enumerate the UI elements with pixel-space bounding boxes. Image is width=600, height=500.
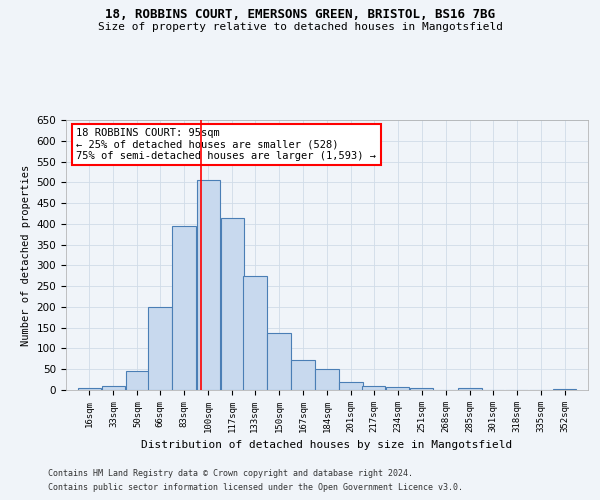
Bar bbox=[267, 333, 290, 390]
Text: 18, ROBBINS COURT, EMERSONS GREEN, BRISTOL, BS16 7BG: 18, ROBBINS COURT, EMERSONS GREEN, BRIST… bbox=[105, 8, 495, 20]
Bar bbox=[458, 388, 482, 390]
Bar bbox=[386, 386, 409, 390]
Text: Contains HM Land Registry data © Crown copyright and database right 2024.: Contains HM Land Registry data © Crown c… bbox=[48, 468, 413, 477]
Bar bbox=[362, 386, 385, 390]
Bar bbox=[410, 388, 433, 390]
Bar bbox=[340, 382, 363, 390]
Bar bbox=[77, 388, 101, 390]
Bar bbox=[553, 389, 577, 390]
Bar bbox=[316, 369, 338, 390]
Bar bbox=[148, 307, 172, 390]
X-axis label: Distribution of detached houses by size in Mangotsfield: Distribution of detached houses by size … bbox=[142, 440, 512, 450]
Bar bbox=[102, 386, 125, 390]
Y-axis label: Number of detached properties: Number of detached properties bbox=[21, 164, 31, 346]
Bar bbox=[291, 360, 314, 390]
Text: Contains public sector information licensed under the Open Government Licence v3: Contains public sector information licen… bbox=[48, 484, 463, 492]
Bar bbox=[172, 226, 196, 390]
Bar bbox=[197, 180, 220, 390]
Bar bbox=[126, 372, 149, 390]
Text: Size of property relative to detached houses in Mangotsfield: Size of property relative to detached ho… bbox=[97, 22, 503, 32]
Text: 18 ROBBINS COURT: 95sqm
← 25% of detached houses are smaller (528)
75% of semi-d: 18 ROBBINS COURT: 95sqm ← 25% of detache… bbox=[76, 128, 376, 162]
Bar bbox=[221, 218, 244, 390]
Bar bbox=[243, 276, 266, 390]
